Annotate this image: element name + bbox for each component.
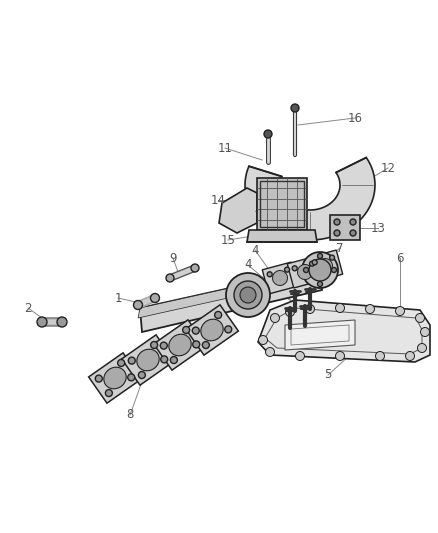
Circle shape <box>375 351 385 360</box>
Circle shape <box>350 230 356 236</box>
Circle shape <box>264 130 272 138</box>
Circle shape <box>291 104 299 112</box>
Circle shape <box>318 254 322 259</box>
Circle shape <box>305 304 314 313</box>
Text: 9: 9 <box>169 252 177 264</box>
Circle shape <box>292 266 297 271</box>
Text: 2: 2 <box>24 302 32 314</box>
Circle shape <box>336 351 345 360</box>
Polygon shape <box>245 157 375 240</box>
Circle shape <box>334 230 340 236</box>
Circle shape <box>151 294 159 303</box>
Polygon shape <box>186 305 238 355</box>
Circle shape <box>286 308 294 317</box>
Ellipse shape <box>201 319 223 341</box>
Circle shape <box>416 313 424 322</box>
Circle shape <box>128 357 135 364</box>
Ellipse shape <box>318 259 332 273</box>
Text: 14: 14 <box>211 193 226 206</box>
Circle shape <box>309 259 331 281</box>
Ellipse shape <box>297 264 312 279</box>
Circle shape <box>215 311 222 318</box>
Text: 16: 16 <box>347 111 363 125</box>
Text: 12: 12 <box>381 161 396 174</box>
Text: 15: 15 <box>221 233 236 246</box>
Circle shape <box>160 342 167 349</box>
Circle shape <box>106 390 113 397</box>
Circle shape <box>312 260 317 265</box>
Circle shape <box>336 303 345 312</box>
Polygon shape <box>258 300 430 362</box>
Circle shape <box>417 343 427 352</box>
Polygon shape <box>307 250 343 282</box>
Circle shape <box>118 359 125 367</box>
Polygon shape <box>154 320 206 370</box>
Circle shape <box>285 267 290 272</box>
Polygon shape <box>88 353 141 403</box>
Circle shape <box>420 327 430 336</box>
Text: 4: 4 <box>244 259 252 271</box>
Circle shape <box>138 372 145 378</box>
Circle shape <box>332 268 336 272</box>
Circle shape <box>334 219 340 225</box>
Circle shape <box>406 351 414 360</box>
Circle shape <box>193 341 200 348</box>
Polygon shape <box>140 268 322 332</box>
Text: 6: 6 <box>396 252 404 264</box>
Polygon shape <box>257 178 307 230</box>
Circle shape <box>365 304 374 313</box>
Circle shape <box>37 317 47 327</box>
Circle shape <box>192 327 199 334</box>
Circle shape <box>170 357 177 364</box>
Circle shape <box>265 348 275 357</box>
Circle shape <box>296 351 304 360</box>
Polygon shape <box>287 256 323 288</box>
Circle shape <box>304 268 308 272</box>
Circle shape <box>161 356 168 363</box>
Circle shape <box>396 306 405 316</box>
Circle shape <box>166 274 174 282</box>
Polygon shape <box>285 320 355 350</box>
Text: 5: 5 <box>324 368 332 382</box>
Ellipse shape <box>169 334 191 356</box>
Text: 4: 4 <box>251 244 259 256</box>
Circle shape <box>183 326 190 334</box>
Circle shape <box>271 313 279 322</box>
Polygon shape <box>247 230 317 242</box>
Circle shape <box>151 342 158 349</box>
Circle shape <box>240 287 256 303</box>
Circle shape <box>258 335 268 344</box>
Polygon shape <box>262 262 298 294</box>
Circle shape <box>57 317 67 327</box>
Circle shape <box>329 255 335 260</box>
Polygon shape <box>219 188 257 233</box>
Circle shape <box>310 261 314 266</box>
Text: 7: 7 <box>336 241 344 254</box>
Polygon shape <box>330 215 360 240</box>
Circle shape <box>318 281 322 287</box>
Polygon shape <box>138 268 320 318</box>
Text: 13: 13 <box>371 222 385 235</box>
Text: 11: 11 <box>218 141 233 155</box>
Circle shape <box>128 374 135 381</box>
Text: 8: 8 <box>126 408 134 422</box>
Ellipse shape <box>104 367 126 389</box>
Text: 1: 1 <box>114 292 122 304</box>
Circle shape <box>191 264 199 272</box>
Polygon shape <box>122 335 174 385</box>
Circle shape <box>95 375 102 382</box>
Circle shape <box>134 301 142 310</box>
Circle shape <box>267 272 272 277</box>
Circle shape <box>350 219 356 225</box>
Circle shape <box>226 273 270 317</box>
Circle shape <box>234 281 262 309</box>
Ellipse shape <box>272 271 287 286</box>
Circle shape <box>302 252 338 288</box>
Ellipse shape <box>137 349 159 371</box>
Circle shape <box>225 326 232 333</box>
Circle shape <box>202 342 209 349</box>
